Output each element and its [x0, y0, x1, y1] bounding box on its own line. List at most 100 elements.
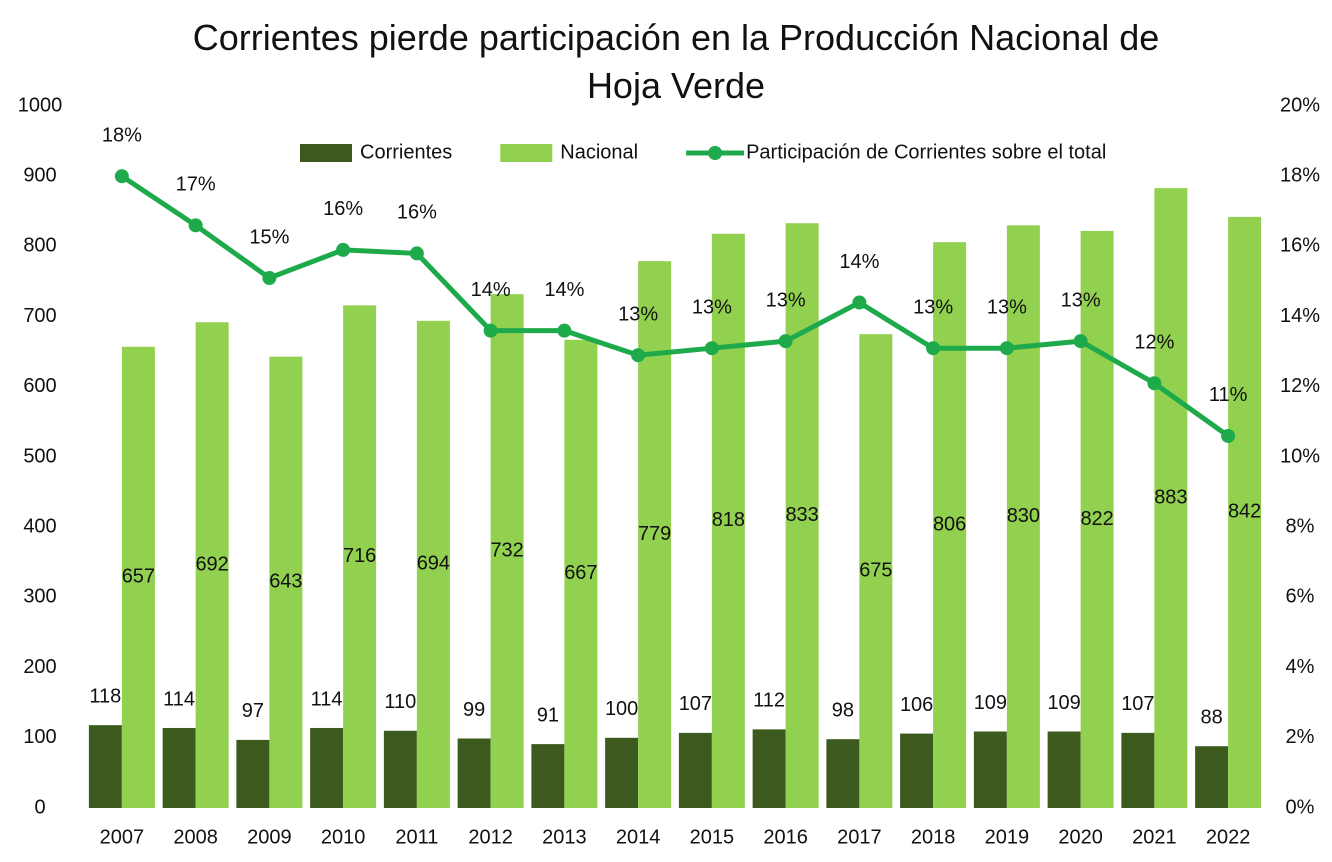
- line-marker: [483, 323, 498, 338]
- data-label: 106: [900, 694, 933, 716]
- y2-tick-label: 8%: [1286, 515, 1315, 537]
- line-marker: [262, 270, 277, 285]
- bar: [564, 339, 598, 808]
- x-tick-label: 2010: [321, 826, 366, 848]
- bar: [1154, 188, 1188, 808]
- bar: [1195, 746, 1229, 808]
- y2-tick-label: 20%: [1280, 94, 1320, 116]
- y2-tick-label: 0%: [1286, 796, 1315, 818]
- data-label: 818: [712, 509, 745, 531]
- data-label: 12%: [1134, 332, 1174, 354]
- data-label: 118: [89, 685, 121, 707]
- legend-marker: [708, 146, 723, 160]
- data-label: 99: [463, 699, 485, 721]
- y-tick-label: 1000: [18, 94, 63, 116]
- bar: [826, 739, 860, 808]
- data-label: 18%: [102, 124, 142, 146]
- y-tick-label: 800: [23, 235, 56, 257]
- data-label: 14%: [544, 279, 584, 301]
- y2-tick-label: 16%: [1280, 235, 1320, 257]
- bar: [605, 737, 639, 808]
- y2-tick-label: 14%: [1280, 305, 1320, 327]
- bar: [900, 733, 934, 808]
- x-tick-label: 2015: [690, 826, 735, 848]
- data-label: 830: [1007, 505, 1040, 527]
- x-tick-label: 2011: [395, 826, 438, 848]
- bar: [457, 738, 491, 808]
- line-marker: [409, 246, 424, 261]
- x-tick-label: 2016: [763, 826, 808, 848]
- bar: [236, 739, 270, 808]
- y-tick-label: 700: [23, 305, 56, 327]
- line-marker: [852, 295, 867, 310]
- x-tick-label: 2008: [173, 826, 218, 848]
- bar: [310, 727, 344, 808]
- data-label: 100: [605, 698, 638, 720]
- bar: [195, 322, 229, 808]
- y2-tick-label: 18%: [1280, 164, 1320, 186]
- data-label: 114: [311, 688, 343, 710]
- bar: [162, 727, 196, 808]
- line-marker: [114, 169, 129, 184]
- x-tick-label: 2018: [911, 826, 956, 848]
- data-label: 806: [933, 513, 966, 535]
- data-label: 109: [974, 692, 1007, 714]
- y2-tick-label: 6%: [1286, 586, 1315, 608]
- data-label: 883: [1154, 486, 1187, 508]
- line-marker: [631, 348, 646, 363]
- line-marker: [557, 323, 572, 338]
- y2-tick-label: 2%: [1286, 726, 1315, 748]
- bar: [752, 729, 786, 808]
- data-label: 692: [195, 553, 228, 575]
- y-tick-label: 300: [23, 586, 56, 608]
- data-label: 675: [859, 559, 892, 581]
- data-label: 14%: [839, 251, 879, 273]
- bar: [343, 305, 377, 808]
- x-tick-label: 2013: [542, 826, 587, 848]
- x-tick-label: 2009: [247, 826, 292, 848]
- data-label: 643: [269, 571, 302, 593]
- bar: [121, 346, 155, 808]
- bar: [1047, 731, 1081, 808]
- bar: [678, 732, 712, 808]
- bar: [933, 242, 967, 809]
- bar: [859, 334, 893, 808]
- bar: [711, 233, 745, 808]
- y-tick-label: 100: [23, 726, 56, 748]
- bar: [88, 725, 122, 808]
- line-marker: [1147, 376, 1162, 391]
- x-tick-label: 2007: [100, 826, 145, 848]
- line-marker: [778, 334, 793, 349]
- line-marker: [704, 341, 719, 356]
- y2-tick-label: 10%: [1280, 445, 1320, 467]
- data-label: 107: [679, 693, 712, 715]
- data-label: 779: [638, 523, 671, 545]
- chart-title: Corrientes pierde participación en la Pr…: [192, 17, 1160, 106]
- data-label: 114: [163, 688, 195, 710]
- bar: [269, 356, 303, 808]
- bar: [1228, 216, 1262, 808]
- data-label: 97: [242, 700, 264, 722]
- bar: [1080, 230, 1114, 808]
- x-tick-label: 2019: [985, 826, 1030, 848]
- legend-swatch: [500, 144, 553, 162]
- data-label: 694: [417, 553, 450, 575]
- data-label: 13%: [913, 296, 953, 318]
- bar: [531, 744, 565, 808]
- bar: [416, 320, 450, 808]
- legend-swatch: [300, 144, 352, 162]
- data-label: 110: [384, 691, 416, 713]
- line-marker: [1073, 334, 1088, 349]
- data-label: 98: [832, 699, 854, 721]
- data-label: 13%: [987, 296, 1027, 318]
- bar: [1121, 732, 1155, 808]
- bar: [383, 730, 417, 808]
- legend-label: Corrientes: [360, 141, 452, 163]
- y-tick-label: 500: [23, 445, 56, 467]
- data-label: 716: [343, 545, 376, 567]
- y-tick-label: 600: [23, 375, 56, 397]
- data-label: 13%: [618, 303, 658, 325]
- y-tick-label: 0: [34, 796, 45, 818]
- data-label: 842: [1228, 501, 1261, 523]
